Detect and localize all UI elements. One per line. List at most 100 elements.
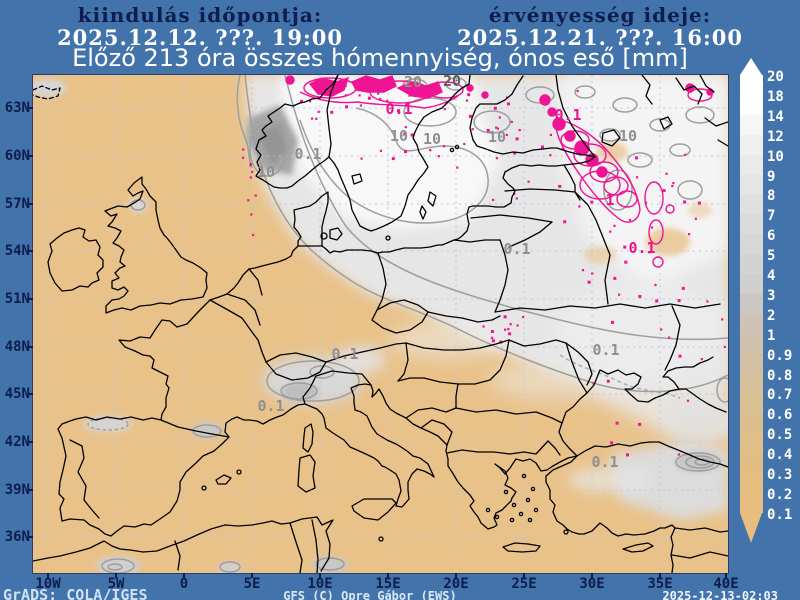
colorbar-arrow-top [740, 58, 762, 75]
lon-tick [591, 573, 593, 578]
lon-label-30E: 30E [579, 576, 605, 592]
lon-tick [115, 573, 117, 578]
lat-label-51N: 51N [4, 291, 30, 307]
colorbar-label-4: 4 [767, 268, 776, 284]
colorbar-label-0.4: 0.4 [767, 447, 793, 464]
gray-contours [87, 75, 728, 573]
contour-label-0.1: 0.1 [591, 453, 619, 471]
contour-label-10: 10 [256, 163, 276, 181]
lon-label-15E: 15E [375, 576, 401, 592]
colorbar-label-7: 7 [767, 208, 776, 225]
model-credit: GFS (C) Opre Gábor (EWS) [283, 589, 457, 600]
colorbar-label-10: 10 [767, 148, 784, 165]
contour-label-10: 10 [618, 127, 638, 145]
contour-label-10: 10 [422, 130, 442, 148]
colorbar-segment [740, 453, 763, 474]
valid-time-value: 2025.12.21. ???. 16:00 [457, 25, 743, 50]
lat-tick [28, 107, 33, 109]
contour-label-1: 1 [605, 191, 615, 209]
colorbar-label-0.7: 0.7 [767, 387, 793, 404]
lon-tick [523, 573, 525, 578]
colorbar-label-0.9: 0.9 [767, 347, 793, 364]
colorbar-segment [740, 293, 763, 315]
colorbar-segment [740, 353, 763, 374]
lon-tick [251, 573, 253, 578]
colorbar-label-14: 14 [767, 108, 784, 125]
europe-map-canvas [33, 75, 728, 573]
lat-label-39N: 39N [4, 482, 30, 498]
lon-label-0: 0 [179, 576, 189, 592]
lat-label-60N: 60N [4, 148, 30, 164]
lat-label-42N: 42N [4, 434, 30, 450]
creation-timestamp: 2025-12-13-02:03 [662, 589, 778, 600]
lat-tick [28, 203, 33, 205]
lat-label-57N: 57N [4, 196, 30, 212]
colorbar-segment [740, 94, 763, 116]
contour-label-0.1: 0.1 [628, 239, 656, 257]
page-title: Előző 213 óra összes hómennyiség, ónos e… [72, 44, 688, 72]
colorbar-segment [740, 274, 763, 295]
lat-tick [28, 393, 33, 395]
colorbar-segment [740, 373, 763, 394]
coastlines-borders [33, 75, 728, 573]
colorbar-segment [740, 174, 763, 195]
contour-label-0.1: 0.1 [331, 345, 359, 363]
colorbar-label-18: 18 [767, 88, 784, 105]
colorbar-label-1: 1 [767, 327, 776, 344]
lon-label-10W: 10W [35, 576, 61, 592]
lon-label-20E: 20E [443, 576, 469, 592]
colorbar-segment [740, 254, 763, 275]
colorbar-segment [740, 313, 763, 335]
lon-label-5W: 5W [107, 576, 125, 592]
colorbar-segment [740, 433, 763, 454]
colorbar-label-12: 12 [767, 128, 784, 145]
lat-tick [28, 155, 33, 157]
lon-label-25E: 25E [511, 576, 537, 592]
colorbar-label-20: 20 [767, 69, 784, 85]
colorbar-segment [740, 114, 763, 136]
lon-tick [659, 573, 661, 578]
lat-label-54N: 54N [4, 243, 30, 259]
colorbar-segment [740, 473, 763, 494]
colorbar-label-0.5: 0.5 [767, 427, 793, 444]
colorbar-segment [740, 234, 763, 255]
grads-stamp: GrADS: COLA/IGES [3, 586, 148, 600]
colorbar-segment [740, 413, 763, 434]
colorbar-segment [740, 134, 763, 156]
contour-label-20: 20 [403, 73, 423, 91]
colorbar-label-9: 9 [767, 168, 776, 185]
contour-label-0.1: 0.1 [294, 145, 322, 163]
colorbar-label-0.1: 0.1 [767, 506, 793, 523]
colorbar-segment [740, 214, 763, 235]
colorbar-label-5: 5 [767, 248, 776, 265]
colorbar-label-0.6: 0.6 [767, 407, 793, 424]
colorbar-label-6: 6 [767, 228, 776, 245]
colorbar-segment [740, 333, 763, 355]
contour-label-0.1: 0.1 [503, 240, 531, 258]
contour-label-0.1: 0.1 [257, 397, 285, 415]
lon-label-10E: 10E [307, 576, 333, 592]
lat-tick [28, 346, 33, 348]
colorbar-segment [740, 194, 763, 215]
contour-label-10: 10 [487, 128, 507, 146]
lon-label-5E: 5E [243, 576, 261, 592]
lat-tick [28, 441, 33, 443]
lat-tick [28, 536, 33, 538]
graticule [33, 75, 728, 573]
colorbar-arrow-bottom [740, 512, 762, 543]
colorbar-segment [740, 492, 763, 514]
lon-tick [387, 573, 389, 578]
lon-label-40E: 40E [713, 576, 739, 592]
contour-label-0.1: 0.1 [592, 341, 620, 359]
colorbar-segment [740, 393, 763, 414]
contour-label-0.1: 0.1 [385, 100, 413, 118]
lat-label-36N: 36N [4, 529, 30, 545]
colorbar-segment [740, 154, 763, 175]
lon-tick [183, 573, 185, 578]
lat-label-48N: 48N [4, 339, 30, 355]
lon-label-35E: 35E [647, 576, 673, 592]
contour-label-10: 10 [389, 127, 409, 145]
colorbar-label-0.8: 0.8 [767, 367, 793, 384]
lon-tick [47, 573, 49, 578]
